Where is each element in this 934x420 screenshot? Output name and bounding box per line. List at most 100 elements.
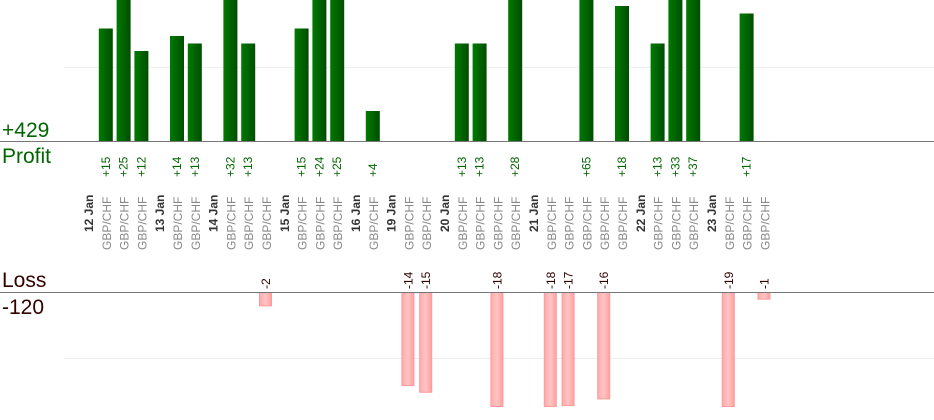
loss-value-label: -17 <box>562 271 576 289</box>
loss-bar <box>401 292 415 387</box>
loss-bar <box>757 292 771 300</box>
pair-label: GBP/CHF <box>331 197 345 250</box>
profit-bar <box>686 0 701 141</box>
profit-bar <box>312 0 327 141</box>
pair-label: GBP/CHF <box>723 197 737 250</box>
profit-bar <box>454 43 469 141</box>
date-label: 12 Jan <box>82 195 96 232</box>
loss-bar <box>259 292 272 307</box>
loss-bar <box>721 292 735 407</box>
profit-value-label: +28 <box>508 156 522 177</box>
profit-bar <box>579 0 594 141</box>
loss-bar <box>543 292 557 407</box>
profit-total: +429 <box>2 119 50 142</box>
date-label: 20 Jan <box>438 195 452 232</box>
profit-value-label: +14 <box>170 156 184 177</box>
loss-total: -120 <box>2 296 45 319</box>
profit-value-label: +25 <box>330 156 344 177</box>
profit-bar <box>668 0 683 141</box>
profit-label: Profit <box>2 145 52 168</box>
profit-bar <box>187 43 202 141</box>
pair-label: GBP/CHF <box>563 197 577 250</box>
date-label: 22 Jan <box>634 195 648 232</box>
pair-label: GBP/CHF <box>313 197 327 250</box>
loss-bar <box>419 292 433 393</box>
profit-bar <box>170 36 184 141</box>
profit-bar <box>330 0 345 141</box>
profit-bar <box>116 0 131 141</box>
loss-value-label: -14 <box>401 271 415 289</box>
pair-label: GBP/CHF <box>367 197 381 250</box>
pair-label: GBP/CHF <box>224 197 238 250</box>
pair-label: GBP/CHF <box>616 197 630 250</box>
date-label: 13 Jan <box>153 195 167 232</box>
loss-value-label: -19 <box>722 271 736 289</box>
loss-value-label: -16 <box>597 271 611 289</box>
profit-value-label: +37 <box>686 156 700 177</box>
profit-bar <box>98 28 113 141</box>
pair-label: GBP/CHF <box>296 197 310 250</box>
pair-label: GBP/CHF <box>491 197 505 250</box>
pair-label: GBP/CHF <box>260 197 274 250</box>
pair-label: GBP/CHF <box>509 197 523 250</box>
loss-value-label: -15 <box>419 271 433 289</box>
pair-label: GBP/CHF <box>118 197 132 250</box>
loss-value-label: -1 <box>757 278 771 289</box>
pair-label: GBP/CHF <box>741 197 755 250</box>
loss-bar <box>561 292 575 407</box>
pair-label: GBP/CHF <box>687 197 701 250</box>
pair-label: GBP/CHF <box>171 197 185 250</box>
date-label: 21 Jan <box>527 195 541 232</box>
profit-bar <box>241 43 256 141</box>
profit-bar <box>294 28 309 141</box>
profit-value-label: +17 <box>740 156 754 177</box>
profit-bar <box>223 0 238 141</box>
profit-bar <box>472 43 487 141</box>
profit-value-label: +25 <box>117 156 131 177</box>
profit-value-label: +4 <box>366 163 380 177</box>
profit-value-label: +12 <box>134 156 148 177</box>
pair-label: GBP/CHF <box>189 197 203 250</box>
pair-label: GBP/CHF <box>135 197 149 250</box>
pair-label: GBP/CHF <box>402 197 416 250</box>
profit-value-label: +13 <box>473 156 487 177</box>
profit-value-label: +13 <box>188 156 202 177</box>
pair-label: GBP/CHF <box>242 197 256 250</box>
profit-bar <box>615 6 629 141</box>
profit-bar <box>365 111 380 141</box>
profit-value-label: +32 <box>223 156 237 177</box>
profit-value-label: +65 <box>579 156 593 177</box>
date-label: 16 Jan <box>349 195 363 232</box>
pair-label: GBP/CHF <box>580 197 594 250</box>
profit-bar <box>508 0 523 141</box>
loss-value-label: -18 <box>544 271 558 289</box>
loss-bar <box>597 292 611 400</box>
loss-value-label: -2 <box>259 278 273 289</box>
pair-label: GBP/CHF <box>100 197 114 250</box>
profit-value-label: +13 <box>241 156 255 177</box>
profit-value-label: +24 <box>312 156 326 177</box>
profit-bar <box>134 51 149 141</box>
date-label: 15 Jan <box>278 195 292 232</box>
profit-value-label: +15 <box>99 156 113 177</box>
pair-label: GBP/CHF <box>598 197 612 250</box>
profit-value-label: +13 <box>455 156 469 177</box>
date-label: 14 Jan <box>207 195 221 232</box>
profit-bar <box>739 13 754 141</box>
date-label: 23 Jan <box>705 195 719 232</box>
loss-value-label: -18 <box>490 271 504 289</box>
pair-label: GBP/CHF <box>669 197 683 250</box>
loss-bar <box>490 292 504 407</box>
pair-label: GBP/CHF <box>758 197 772 250</box>
date-label: 19 Jan <box>385 195 399 232</box>
pair-label: GBP/CHF <box>545 197 559 250</box>
pair-label: GBP/CHF <box>456 197 470 250</box>
profit-value-label: +15 <box>295 156 309 177</box>
loss-label: Loss <box>2 269 47 292</box>
profit-value-label: +33 <box>668 156 682 177</box>
profit-value-label: +13 <box>651 156 665 177</box>
pair-label: GBP/CHF <box>474 197 488 250</box>
pair-label: GBP/CHF <box>652 197 666 250</box>
pair-label: GBP/CHF <box>420 197 434 250</box>
